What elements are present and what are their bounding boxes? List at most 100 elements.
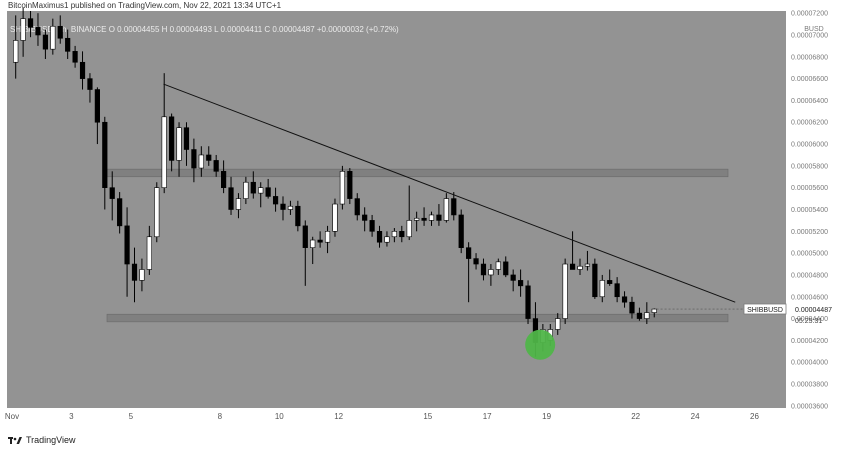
y-tick-label: 0.00005600 (791, 185, 828, 192)
candle[interactable] (636, 307, 642, 321)
descending-trendline (163, 83, 736, 303)
candle[interactable] (295, 200, 301, 232)
candle[interactable] (265, 178, 271, 199)
candle[interactable] (458, 209, 464, 254)
candle[interactable] (42, 29, 48, 59)
candle[interactable] (488, 264, 494, 286)
candle[interactable] (317, 231, 323, 248)
candle[interactable] (13, 15, 19, 79)
candle[interactable] (206, 146, 212, 166)
candle[interactable] (510, 269, 516, 292)
y-tick-label: 0.00006000 (791, 142, 828, 149)
y-tick-label: 0.00007200 (791, 11, 828, 18)
candle[interactable] (473, 253, 479, 270)
candle[interactable] (65, 29, 71, 59)
candle[interactable] (436, 204, 442, 226)
candle[interactable] (466, 242, 472, 303)
candle[interactable] (599, 274, 605, 303)
candle[interactable] (503, 256, 509, 278)
candle[interactable] (592, 258, 598, 299)
candle[interactable] (287, 200, 294, 215)
candle[interactable] (629, 296, 635, 319)
tradingview-logo[interactable]: TradingView (8, 433, 76, 447)
candle[interactable] (176, 122, 182, 177)
footer-brand: TradingView (26, 435, 76, 445)
candle[interactable] (50, 18, 56, 55)
candle[interactable] (607, 269, 613, 286)
candle[interactable] (428, 211, 435, 226)
candle[interactable] (525, 280, 531, 325)
candle[interactable] (72, 45, 78, 68)
candle[interactable] (362, 207, 368, 232)
candle[interactable] (146, 225, 152, 275)
y-tick-label: 0.00004200 (791, 338, 828, 345)
candle[interactable] (272, 187, 279, 212)
candle[interactable] (57, 15, 63, 44)
candle[interactable] (198, 146, 204, 177)
candle[interactable] (480, 258, 487, 281)
candle[interactable] (258, 182, 264, 208)
candle[interactable] (369, 214, 375, 237)
candle[interactable] (20, 7, 26, 57)
candle[interactable] (109, 171, 115, 221)
candle[interactable] (339, 165, 346, 210)
tradingview-icon (8, 437, 22, 444)
candle[interactable] (139, 258, 145, 292)
candle[interactable] (154, 182, 160, 243)
candle[interactable] (354, 193, 360, 221)
candle[interactable] (399, 225, 405, 243)
candle[interactable] (102, 116, 108, 210)
candle[interactable] (94, 87, 100, 145)
candle[interactable] (183, 122, 190, 166)
candle[interactable] (451, 192, 457, 221)
candle[interactable] (235, 193, 242, 219)
candle[interactable] (213, 154, 219, 177)
currency-label: BUSD (804, 26, 823, 33)
candle[interactable] (191, 138, 197, 183)
candle[interactable] (391, 228, 397, 243)
candle[interactable] (79, 51, 86, 90)
candle[interactable] (347, 168, 353, 205)
candle[interactable] (651, 308, 657, 318)
candle[interactable] (27, 11, 34, 38)
time-axis-panel[interactable] (7, 408, 786, 424)
price-chart[interactable]: SHIB/BUSD, 6h, BINANCE O 0.00004455 H 0.… (0, 0, 850, 430)
candle[interactable] (302, 220, 308, 286)
candle[interactable] (332, 198, 338, 237)
candle[interactable] (324, 225, 331, 254)
candle[interactable] (562, 258, 568, 325)
candle[interactable] (555, 313, 561, 335)
candle[interactable] (35, 13, 41, 46)
candle[interactable] (584, 250, 591, 271)
candle[interactable] (221, 160, 227, 194)
candle[interactable] (384, 231, 390, 247)
candle[interactable] (376, 225, 383, 248)
candle[interactable] (124, 207, 130, 297)
candle[interactable] (131, 247, 138, 303)
x-tick-label: 5 (129, 412, 134, 421)
price-axis-panel[interactable] (786, 11, 850, 408)
candle[interactable] (421, 207, 427, 226)
candle[interactable] (161, 73, 167, 194)
candle[interactable] (243, 176, 249, 205)
candle[interactable] (310, 236, 316, 265)
candle[interactable] (621, 291, 628, 308)
candle[interactable] (228, 176, 234, 215)
candle[interactable] (517, 269, 524, 297)
candle[interactable] (569, 231, 576, 270)
candle[interactable] (414, 211, 420, 232)
x-tick-label: Nov (5, 412, 19, 421)
candle[interactable] (280, 196, 286, 221)
candle[interactable] (644, 302, 650, 325)
highlight-circle (525, 329, 556, 360)
candle[interactable] (406, 185, 412, 241)
candle[interactable] (250, 171, 256, 199)
candle[interactable] (577, 258, 583, 275)
candle[interactable] (495, 258, 501, 275)
y-tick-label: 0.00004600 (791, 294, 828, 301)
candle[interactable] (614, 277, 620, 303)
candle[interactable] (443, 193, 449, 223)
candle[interactable] (87, 73, 93, 103)
candle[interactable] (117, 192, 123, 234)
candle[interactable] (169, 113, 175, 172)
